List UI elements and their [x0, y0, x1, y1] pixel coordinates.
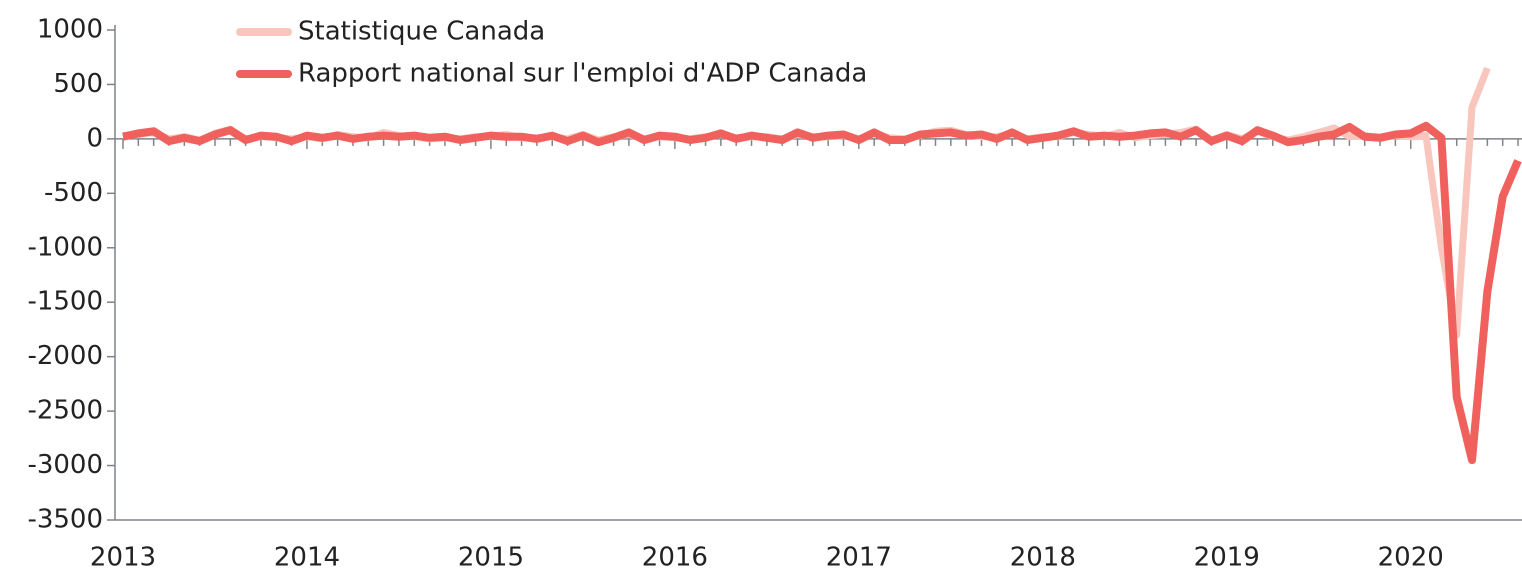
y-tick-label: -3500: [27, 505, 103, 535]
y-tick-label: 500: [53, 69, 103, 99]
y-tick-label: 0: [86, 123, 103, 153]
y-tick-label: -1500: [27, 287, 103, 317]
x-tick-label: 2020: [1378, 543, 1444, 573]
x-tick-label: 2016: [642, 543, 708, 573]
y-tick-label: 1000: [37, 15, 103, 45]
x-tick-label: 2014: [274, 543, 340, 573]
x-tick-label: 2018: [1010, 543, 1076, 573]
legend-label: Statistique Canada: [298, 17, 545, 47]
y-tick-label: -3000: [27, 450, 103, 480]
x-tick-label: 2019: [1194, 543, 1260, 573]
y-tick-label: -1000: [27, 232, 103, 262]
x-tick-label: 2017: [826, 543, 892, 573]
x-tick-label: 2013: [90, 543, 156, 573]
line-series: [122, 66, 1491, 339]
line-series: [122, 121, 1522, 465]
y-tick-label: -2500: [27, 396, 103, 426]
x-tick-label: 2015: [458, 543, 524, 573]
y-tick-label: -500: [44, 178, 103, 208]
legend-label: Rapport national sur l'emploi d'ADP Cana…: [298, 59, 867, 89]
y-tick-label: -2000: [27, 341, 103, 371]
